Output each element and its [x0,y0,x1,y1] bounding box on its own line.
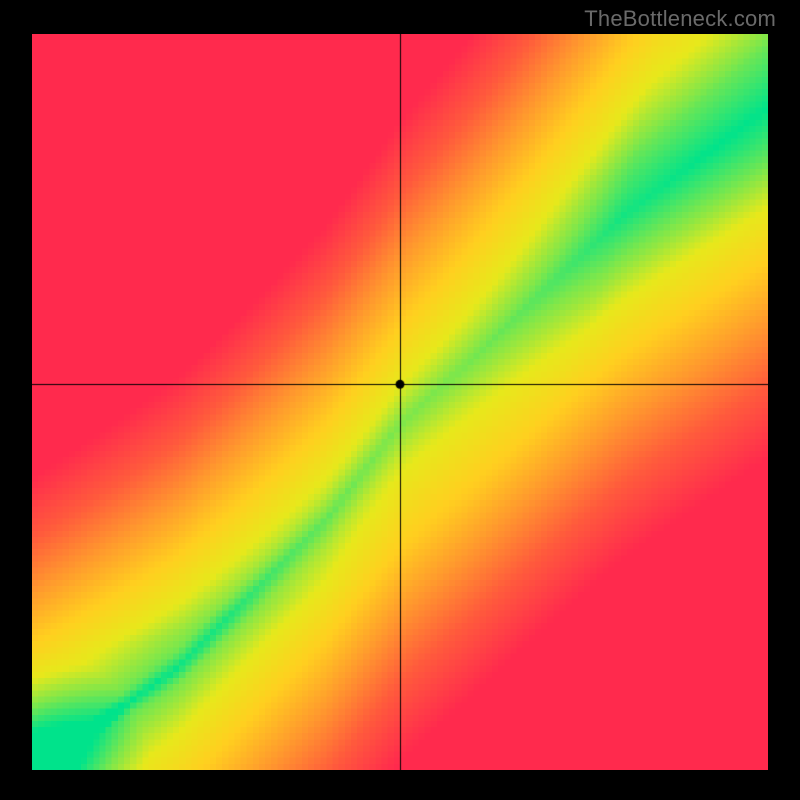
source-watermark: TheBottleneck.com [584,6,776,32]
bottleneck-heatmap [32,34,768,770]
chart-container: TheBottleneck.com [0,0,800,800]
